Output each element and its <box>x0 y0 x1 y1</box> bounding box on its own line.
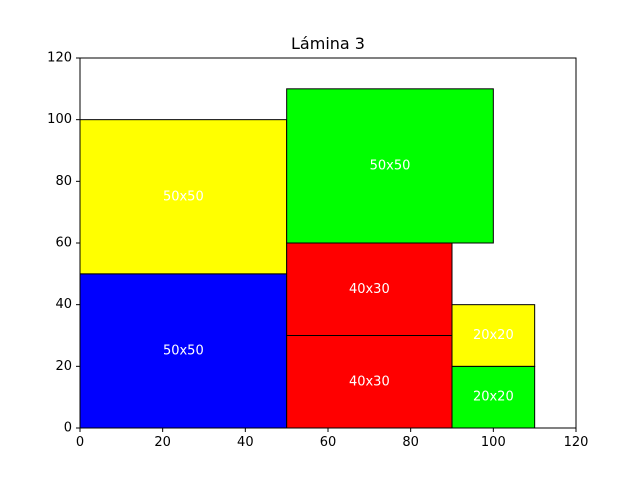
rectangle-3 <box>286 335 453 429</box>
rectangle-0 <box>79 273 288 429</box>
rectangle-label-4: 40x30 <box>349 282 390 297</box>
chart-title: Lámina 3 <box>291 34 365 53</box>
x-tick-label-0: 0 <box>76 435 84 450</box>
rectangle-4 <box>286 242 453 336</box>
y-tick-label-6: 120 <box>47 51 72 66</box>
rectangle-6 <box>451 304 536 367</box>
y-tick-label-0: 0 <box>64 421 72 436</box>
rectangle-label-2: 50x50 <box>370 158 411 173</box>
x-tick-label-4: 80 <box>402 435 419 450</box>
x-axis: 0 20 40 60 80 100 120 <box>76 428 589 450</box>
rectangle-label-5: 20x20 <box>473 390 514 405</box>
x-tick-label-6: 120 <box>564 435 589 450</box>
x-tick-label-5: 100 <box>481 435 506 450</box>
rectangle-1 <box>79 119 288 275</box>
rectangle-label-0: 50x50 <box>163 343 204 358</box>
rectangles-group: 50x50 50x50 50x50 40x30 40x30 20x20 20x20 <box>79 88 536 429</box>
rectangle-5 <box>451 365 536 429</box>
x-tick-label-3: 60 <box>320 435 337 450</box>
rectangle-2 <box>286 88 494 244</box>
x-tick-label-2: 40 <box>237 435 254 450</box>
x-tick-label-1: 20 <box>154 435 171 450</box>
rectangle-label-3: 40x30 <box>349 374 390 389</box>
y-tick-label-4: 80 <box>55 174 72 189</box>
rectangle-label-1: 50x50 <box>163 189 204 204</box>
y-tick-label-1: 20 <box>55 359 72 374</box>
rectangle-label-6: 20x20 <box>473 328 514 343</box>
y-axis: 0 20 40 60 80 100 120 <box>47 51 80 436</box>
y-tick-label-2: 40 <box>55 297 72 312</box>
y-tick-label-5: 100 <box>47 112 72 127</box>
y-tick-label-3: 60 <box>55 236 72 251</box>
